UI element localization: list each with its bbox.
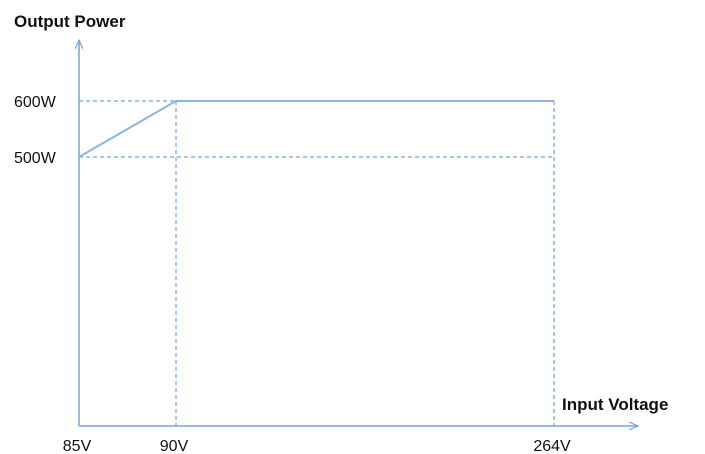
x-tick-label: 264V [533, 438, 571, 454]
power-curve-line [78, 100, 554, 158]
x-tick-label: 90V [160, 438, 189, 454]
series-layer [78, 100, 554, 158]
y-tick-label: 500W [14, 150, 57, 167]
x-tick-labels: 85V 90V 264V [63, 438, 571, 454]
y-axis-label: Output Power [14, 12, 126, 31]
guide-lines [79, 100, 555, 426]
y-tick-label: 600W [14, 94, 57, 111]
y-tick-labels: 500W 600W [14, 94, 57, 167]
x-tick-label: 85V [63, 438, 92, 454]
x-axis-label: Input Voltage [562, 395, 668, 414]
